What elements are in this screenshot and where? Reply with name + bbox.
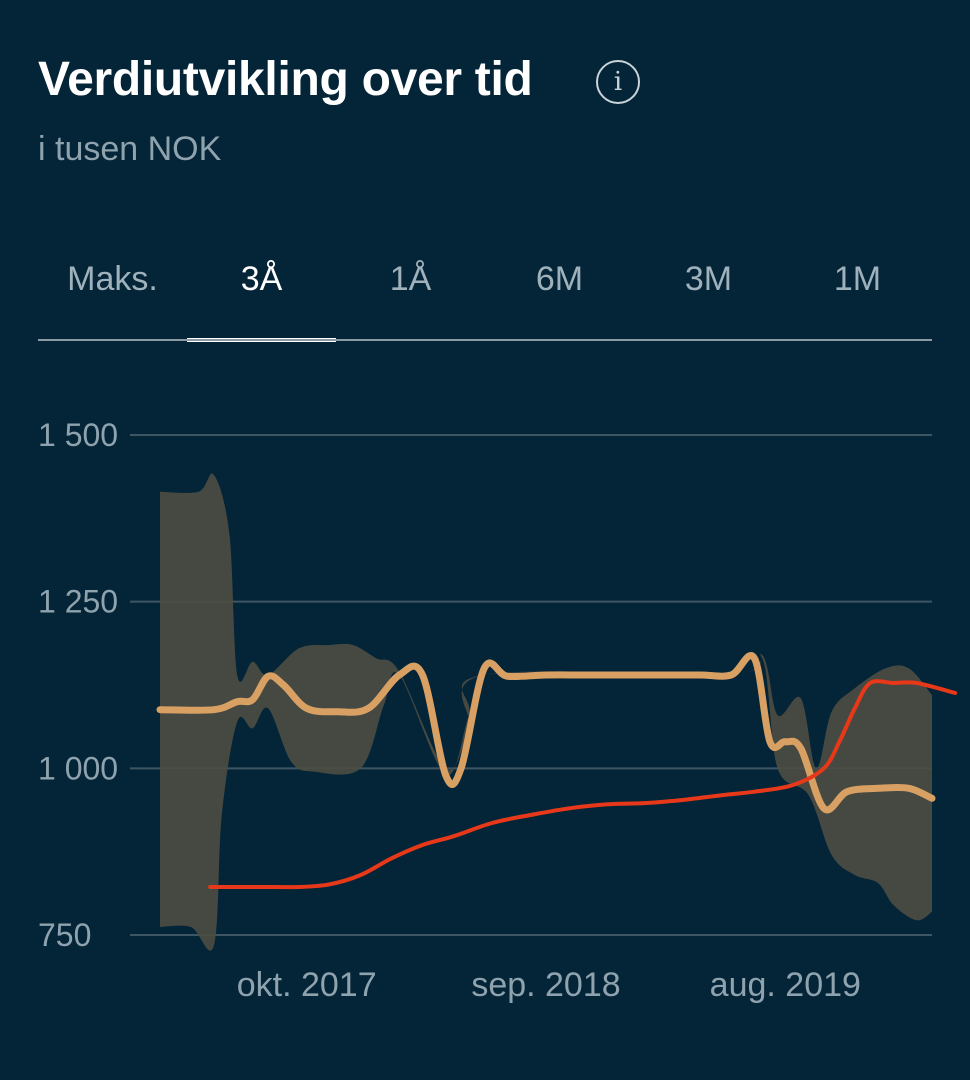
value-chart: 1 500 1 250 1 000 750 okt. 2017 sep. 2018 aug… [38, 417, 958, 1004]
time-range-tabs: Maks. 3Å 1Å 6M 3M 1M [38, 240, 932, 342]
tab-1-year[interactable]: 1Å [389, 260, 432, 298]
x-tick-label: aug. 2019 [710, 966, 861, 1004]
x-tick-label: sep. 2018 [471, 966, 620, 1004]
value-line [156, 652, 936, 814]
tab-3-years[interactable]: 3Å [187, 240, 336, 342]
y-tick-label: 750 [38, 917, 91, 953]
page-title: Verdiutvikling over tid [38, 53, 533, 106]
x-axis-labels: okt. 2017 sep. 2018 aug. 2019 [237, 966, 861, 1004]
y-tick-label: 1 500 [38, 417, 118, 453]
invested-line [208, 679, 958, 890]
tab-3-months[interactable]: 3M [684, 260, 733, 298]
tab-6-months[interactable]: 6M [535, 260, 584, 298]
chart-grid: 1 500 1 250 1 000 750 [38, 417, 932, 953]
info-icon[interactable]: i [596, 60, 640, 104]
tab-1-month[interactable]: 1M [833, 260, 882, 298]
y-tick-label: 1 250 [38, 584, 118, 620]
tab-maks[interactable]: Maks. [67, 260, 158, 298]
tabs-divider [38, 339, 932, 341]
chart-subtitle: i tusen NOK [38, 130, 222, 168]
confidence-band [160, 473, 932, 951]
y-tick-label: 1 000 [38, 750, 118, 786]
x-tick-label: okt. 2017 [237, 966, 377, 1004]
